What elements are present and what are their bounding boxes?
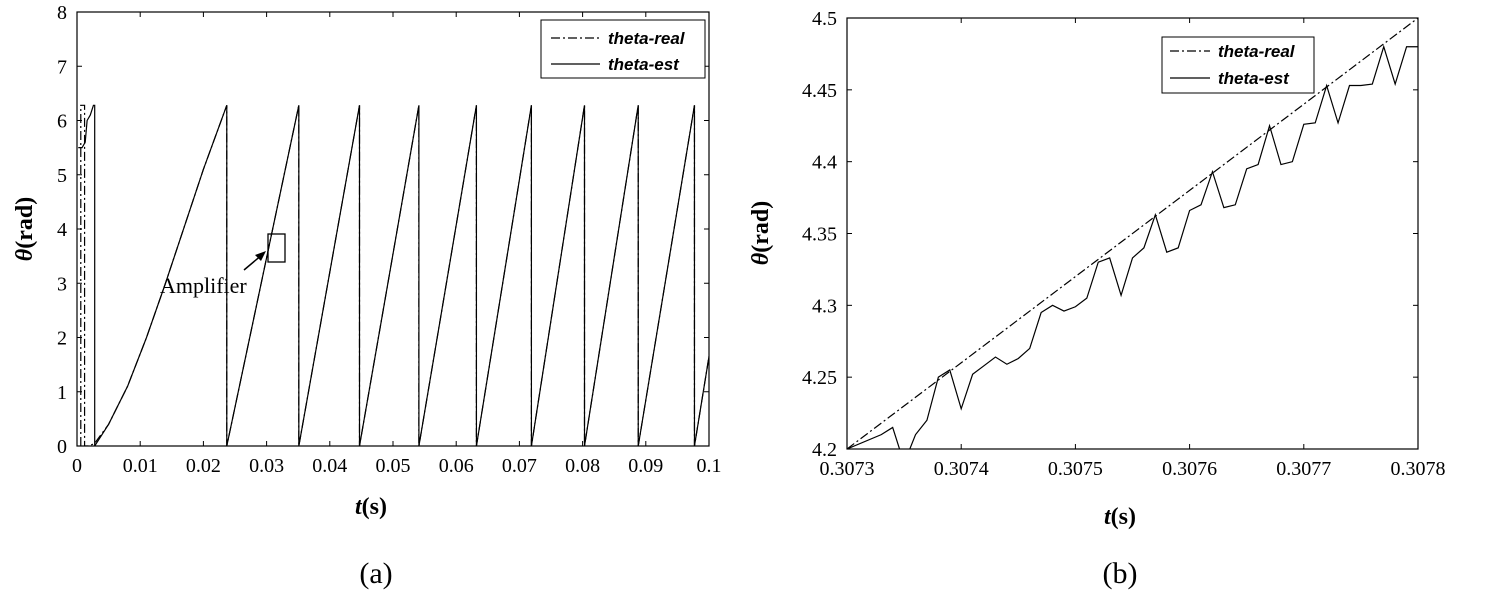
series-line-theta-real-b [847, 18, 1418, 449]
x-axis-label-a: t(s) [355, 494, 387, 520]
x-tick-label: 0.1 [697, 455, 722, 477]
y-tick-label: 4.45 [802, 80, 837, 102]
x-tick-label: 0.03 [249, 455, 284, 477]
x-tick-label: 0.02 [186, 455, 221, 477]
y-tick-label: 4.4 [812, 152, 837, 174]
y-axis-label-b: θ(rad) [748, 201, 774, 265]
x-tick-label: 0.05 [376, 455, 411, 477]
y-tick-label: 4.25 [802, 367, 837, 389]
legend-label-theta-real-a: theta-real [608, 29, 686, 48]
series-line-theta-est-a [78, 104, 709, 446]
x-axis-label-b: t(s) [1104, 504, 1136, 530]
amplifier-label: Amplifier [160, 273, 247, 298]
x-tick-label: 0.06 [439, 455, 474, 477]
x-tick-label: 0 [72, 455, 82, 477]
chart-panel-a: 0 0.01 0.02 0.03 0.04 0.05 0.06 0.07 0.08 0.09 0.1… [12, 2, 722, 590]
x-tick-label: 0.07 [502, 455, 537, 477]
x-tick-label: 0.3074 [934, 458, 989, 480]
x-tick-label: 0.04 [312, 455, 347, 477]
x-tick-label: 0.09 [628, 455, 663, 477]
y-tick-label: 8 [57, 2, 67, 24]
y-axis-label-a: θ(rad) [12, 197, 38, 261]
legend-box-b [1161, 36, 1315, 94]
series-layer-b [847, 18, 1418, 449]
axis-ticks-a: 0 0.01 0.02 0.03 0.04 0.05 0.06 0.07 0.08 0.09 0.1… [57, 2, 722, 477]
series-layer-a [78, 104, 709, 446]
series-line-theta-est-b [847, 44, 1418, 449]
y-tick-label: 5 [57, 165, 67, 187]
y-tick-label: 4.5 [812, 8, 837, 30]
axis-ticks-b: 0.3073 0.3074 0.3075 0.3076 0.3077 0.3078 4.2 4… [802, 8, 1446, 480]
y-tick-label: 4.35 [802, 224, 837, 246]
x-tick-label: 0.3073 [820, 458, 875, 480]
y-tick-label: 4 [57, 219, 67, 241]
legend-label-theta-est-a: theta-est [608, 55, 680, 74]
y-tick-label: 6 [57, 111, 67, 133]
x-tick-label: 0.3076 [1162, 458, 1217, 480]
legend-b: theta-real theta-est [1161, 36, 1315, 94]
legend-box-a [540, 19, 706, 79]
x-tick-label: 0.3075 [1048, 458, 1103, 480]
legend-a: theta-real theta-est [540, 19, 706, 79]
x-tick-label: 0.08 [565, 455, 600, 477]
amplifier-box [267, 233, 286, 263]
x-tick-label: 0.01 [123, 455, 158, 477]
amplifier-arrowhead [255, 251, 266, 261]
y-tick-label: 1 [57, 382, 67, 404]
y-tick-label: 3 [57, 273, 67, 295]
panel-label-b: (b) [1103, 557, 1138, 590]
x-tick-label: 0.3078 [1391, 458, 1446, 480]
y-tick-label: 4.2 [812, 439, 837, 461]
y-tick-label: 2 [57, 328, 67, 350]
legend-label-theta-real-b: theta-real [1218, 42, 1296, 61]
chart-panel-b: 0.3073 0.3074 0.3075 0.3076 0.3077 0.3078 4.2 4… [748, 8, 1446, 590]
y-tick-label: 0 [57, 436, 67, 458]
legend-label-theta-est-b: theta-est [1218, 69, 1290, 88]
panel-label-a: (a) [359, 557, 392, 590]
y-tick-label: 7 [57, 56, 67, 78]
x-tick-label: 0.3077 [1276, 458, 1331, 480]
y-tick-label: 4.3 [812, 295, 837, 317]
